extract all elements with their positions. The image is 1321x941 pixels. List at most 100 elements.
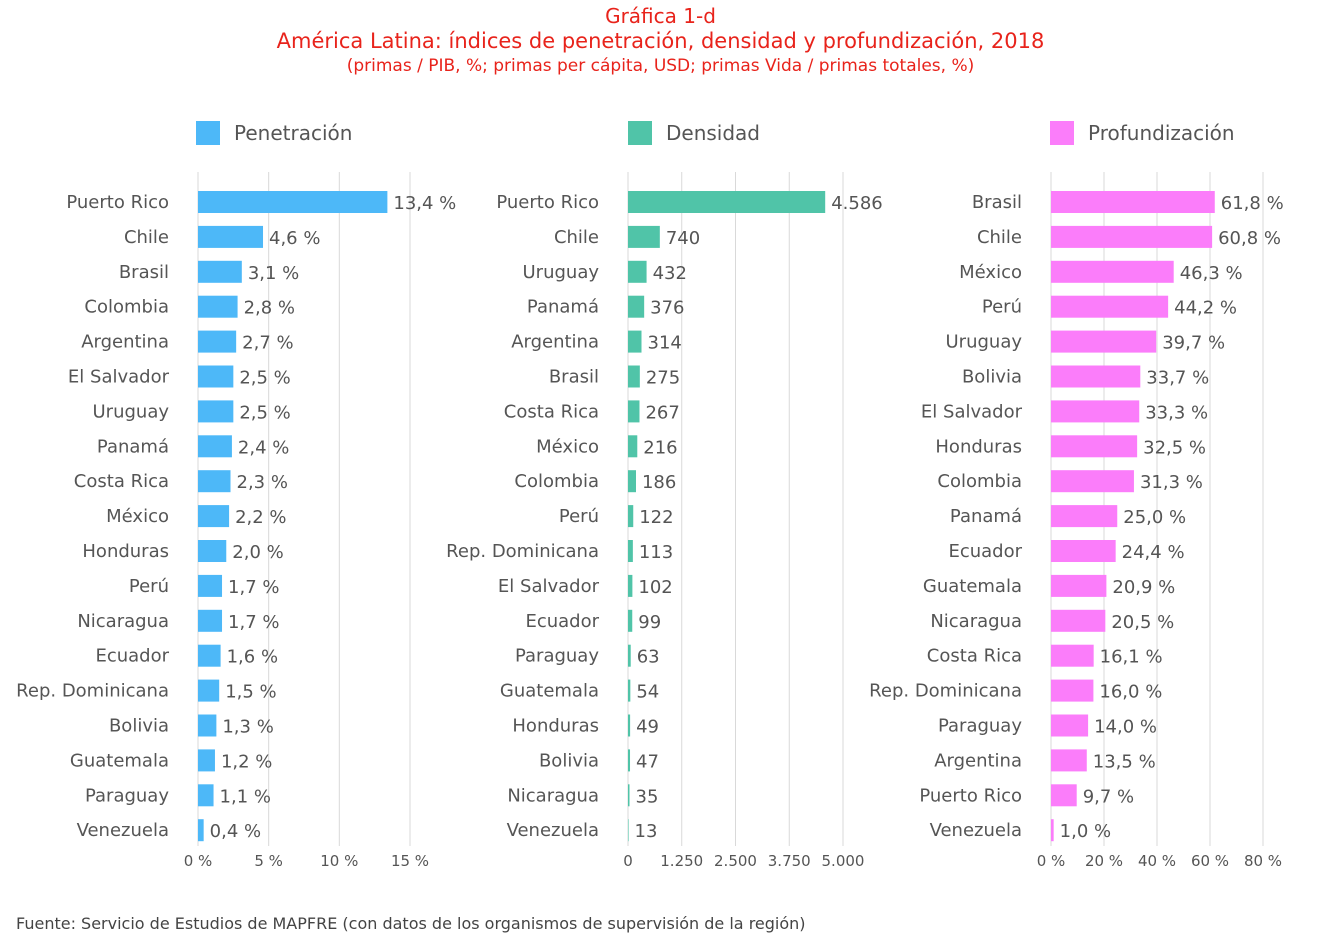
densidad-category-label: Argentina: [511, 332, 599, 353]
penetracion-category-label: México: [106, 506, 169, 527]
densidad-bar: [628, 609, 633, 632]
penetracion-bar: [198, 260, 242, 283]
penetracion-value-label: 2,7 %: [242, 333, 293, 354]
densidad-bar: [628, 505, 634, 528]
profundizacion-legend-swatch: [1050, 121, 1074, 145]
profundizacion-category-label: Ecuador: [948, 541, 1022, 562]
penetracion-category-label: Venezuela: [77, 820, 169, 841]
profundizacion-legend-label: Profundización: [1088, 121, 1235, 145]
profundizacion-value-label: 60,8 %: [1218, 228, 1281, 249]
densidad-bar: [628, 260, 647, 283]
penetracion-bar: [198, 400, 234, 423]
penetracion-category-label: Costa Rica: [74, 471, 169, 492]
penetracion-value-label: 1,6 %: [227, 647, 278, 668]
penetracion-category-label: Honduras: [82, 541, 169, 562]
densidad-bar: [628, 644, 631, 667]
densidad-bar: [628, 365, 640, 388]
profundizacion-value-label: 33,3 %: [1145, 402, 1208, 423]
densidad-value-label: 267: [645, 402, 679, 423]
profundizacion-value-label: 39,7 %: [1162, 333, 1225, 354]
penetracion-bar: [198, 435, 232, 458]
profundizacion-category-label: Paraguay: [938, 716, 1022, 737]
profundizacion-bar: [1051, 574, 1107, 597]
densidad-value-label: 102: [638, 577, 672, 598]
penetracion-value-label: 13,4 %: [393, 193, 456, 214]
densidad-value-label: 186: [642, 472, 676, 493]
densidad-value-label: 376: [650, 298, 684, 319]
densidad-value-label: 432: [653, 263, 687, 284]
profundizacion-value-label: 16,0 %: [1099, 682, 1162, 703]
penetracion-bar: [198, 540, 227, 562]
densidad-tick-label: 0: [623, 852, 633, 870]
densidad-bar: [628, 574, 633, 597]
penetracion-category-label: Guatemala: [70, 750, 169, 771]
penetracion-bar: [198, 644, 221, 667]
penetracion-value-label: 2,2 %: [235, 507, 286, 528]
profundizacion-category-label: Puerto Rico: [919, 785, 1022, 806]
densidad-bar: [628, 784, 630, 807]
profundizacion-category-label: Chile: [977, 227, 1022, 248]
penetracion-bar: [198, 784, 214, 807]
penetracion-category-label: Rep. Dominicana: [16, 681, 169, 702]
profundizacion-category-label: México: [959, 262, 1022, 283]
penetracion-legend-label: Penetración: [234, 121, 352, 145]
penetracion-value-label: 2,5 %: [239, 402, 290, 423]
profundizacion-category-label: Venezuela: [930, 820, 1022, 841]
penetracion-category-label: Ecuador: [95, 646, 169, 667]
densidad-category-label: Venezuela: [507, 820, 599, 841]
densidad-bar: [628, 679, 631, 702]
chart-title: Gráfica 1-d: [605, 4, 716, 28]
penetracion-category-label: Brasil: [119, 262, 169, 283]
chart-title-block: Gráfica 1-d América Latina: índices de p…: [0, 4, 1321, 78]
densidad-bar: [628, 749, 631, 772]
profundizacion-bar: [1051, 784, 1077, 807]
densidad-bar: [628, 470, 636, 493]
profundizacion-bar: [1051, 260, 1174, 283]
penetracion-bar: [198, 295, 238, 318]
profundizacion-category-label: Brasil: [972, 192, 1022, 213]
profundizacion-category-label: Rep. Dominicana: [869, 681, 1022, 702]
penetracion-bar: [198, 714, 217, 737]
penetracion-value-label: 2,8 %: [244, 298, 295, 319]
source-note: Fuente: Servicio de Estudios de MAPFRE (…: [16, 914, 806, 933]
densidad-category-label: Nicaragua: [507, 785, 599, 806]
profundizacion-bar: [1051, 365, 1141, 388]
profundizacion-bar: [1051, 714, 1089, 737]
profundizacion-bar: [1051, 295, 1169, 318]
densidad-legend-label: Densidad: [666, 121, 760, 145]
profundizacion-category-label: Argentina: [934, 750, 1022, 771]
penetracion-value-label: 4,6 %: [269, 228, 320, 249]
penetracion-tick-label: 10 %: [320, 852, 358, 870]
penetracion-category-label: Argentina: [81, 332, 169, 353]
densidad-value-label: 47: [636, 751, 659, 772]
profundizacion-bar: [1051, 470, 1134, 493]
penetracion-value-label: 1,7 %: [228, 577, 279, 598]
densidad-value-label: 216: [643, 437, 677, 458]
profundizacion-value-label: 44,2 %: [1174, 298, 1237, 319]
profundizacion-value-label: 13,5 %: [1093, 751, 1156, 772]
penetracion-bar: [198, 679, 220, 702]
penetracion-value-label: 2,0 %: [232, 542, 283, 563]
penetracion-value-label: 1,1 %: [220, 786, 271, 807]
profundizacion-bar: [1051, 609, 1106, 632]
chart-subtitle: América Latina: índices de penetración, …: [276, 29, 1045, 53]
densidad-category-label: Perú: [559, 506, 599, 527]
densidad-tick-label: 3.750: [768, 852, 811, 870]
densidad-bar: [628, 540, 633, 562]
profundizacion-bar: [1051, 644, 1094, 667]
densidad-category-label: Panamá: [527, 297, 599, 318]
densidad-category-label: Ecuador: [525, 611, 599, 632]
profundizacion-bar: [1051, 679, 1094, 702]
profundizacion-bar: [1051, 505, 1118, 528]
penetracion-tick-label: 5 %: [254, 852, 283, 870]
profundizacion-value-label: 24,4 %: [1122, 542, 1185, 563]
profundizacion-category-label: Nicaragua: [930, 611, 1022, 632]
densidad-value-label: 4.586: [831, 193, 883, 214]
penetracion-category-label: Chile: [124, 227, 169, 248]
densidad-value-label: 63: [637, 647, 660, 668]
profundizacion-value-label: 32,5 %: [1143, 437, 1206, 458]
densidad-tick-label: 5.000: [822, 852, 865, 870]
densidad-category-label: Honduras: [512, 716, 599, 737]
penetracion-value-label: 2,3 %: [237, 472, 288, 493]
profundizacion-value-label: 31,3 %: [1140, 472, 1203, 493]
